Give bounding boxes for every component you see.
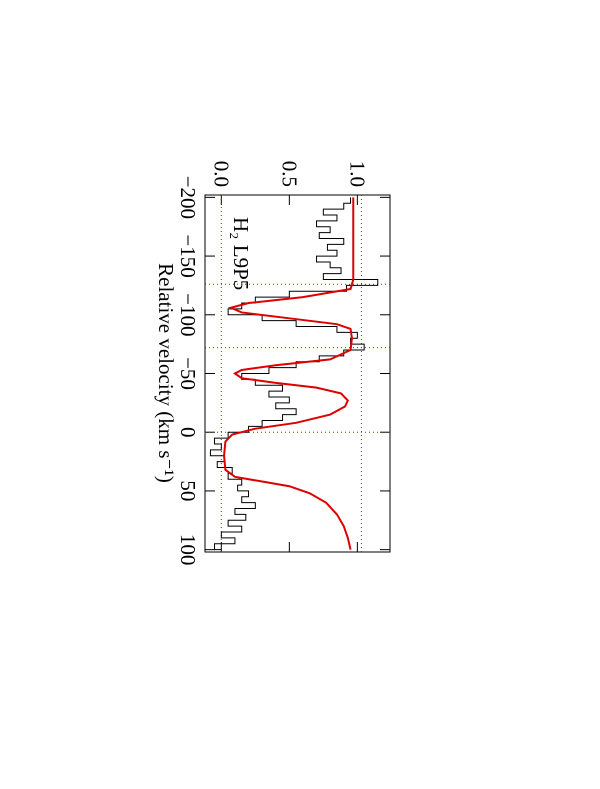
data-histogram: [209, 197, 379, 551]
y-tick-label: 0.5: [277, 161, 301, 187]
x-tick-label: −50: [176, 357, 200, 390]
y-tick-label: 1.0: [345, 161, 369, 187]
chart-title: H₂ L9P5: [229, 217, 253, 290]
x-tick-label: −100: [176, 293, 200, 336]
x-tick-label: −150: [176, 234, 200, 277]
y-tick-label: 0.0: [209, 161, 233, 187]
x-tick-label: 0: [176, 427, 200, 438]
x-tick-label: 50: [176, 480, 200, 501]
x-axis-label: Relative velocity (km s⁻¹): [154, 263, 178, 483]
model-line: [223, 197, 355, 550]
x-tick-label: 100: [176, 534, 200, 566]
rotated-plot: H₂ L9P5 Relative velocity (km s⁻¹) −200 −…: [154, 161, 391, 566]
x-tick-label: −200: [176, 176, 200, 219]
